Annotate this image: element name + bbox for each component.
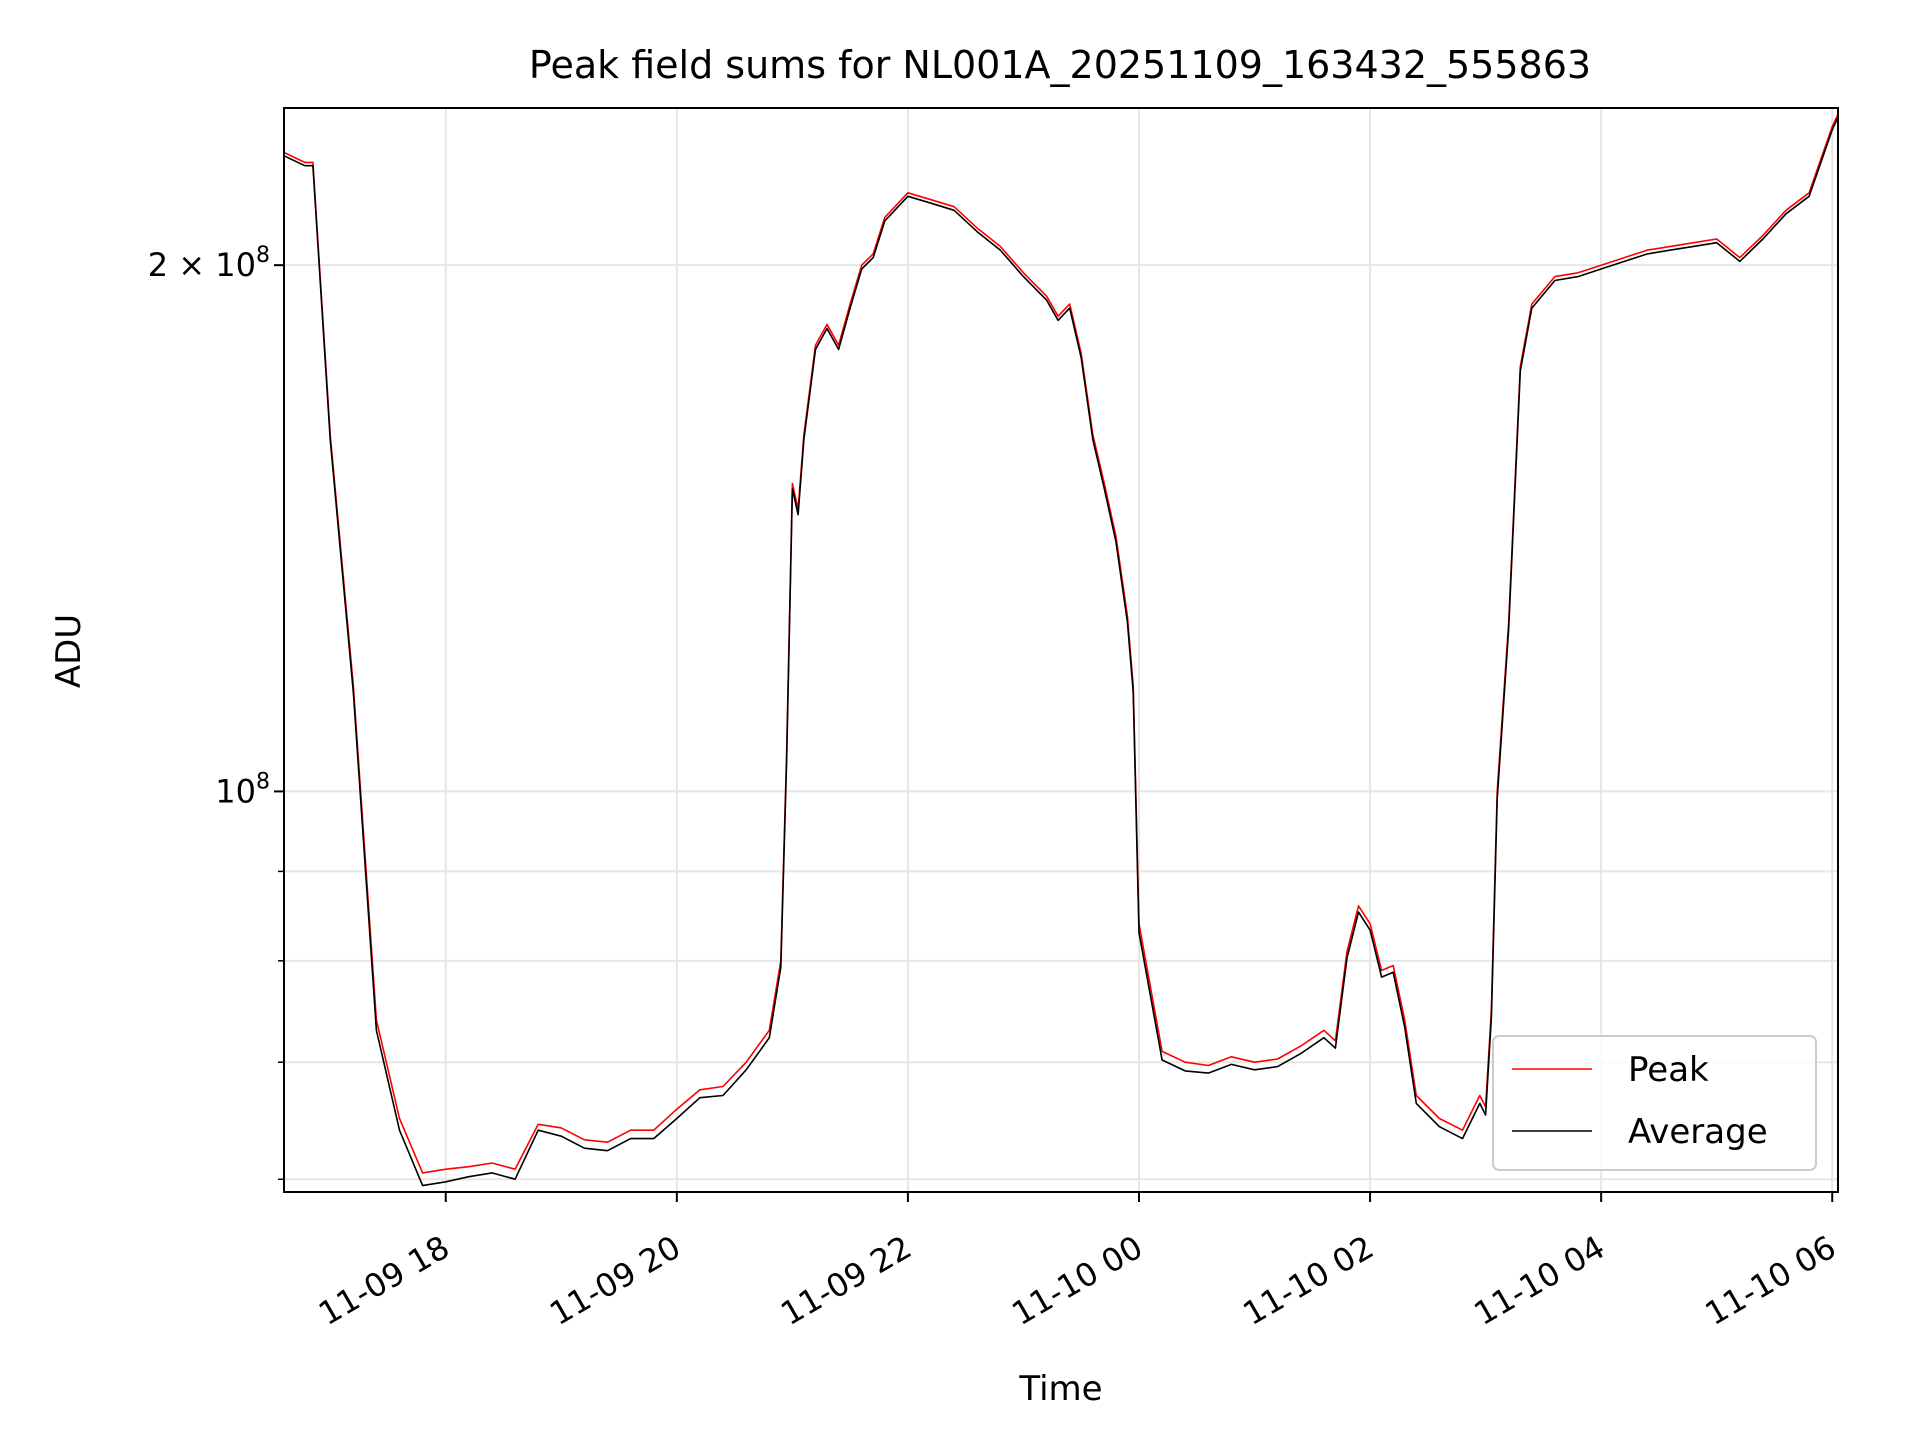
legend-average-label: Average [1628,1112,1768,1152]
legend[interactable]: Peak Average [1492,1035,1817,1171]
y-tick-exponent: 8 [256,243,270,268]
y-tick-exponent: 8 [256,769,270,794]
x-axis-label: Time [1018,1369,1102,1409]
plot-lines [284,113,1838,1187]
y-axis-label: ADU [49,614,89,688]
series-line-average [284,116,1838,1187]
plot-frame [283,107,1839,1193]
chart-title: Peak field sums for NL001A_20251109_1634… [529,43,1591,87]
legend-peak-label: Peak [1628,1050,1709,1090]
y-tick-label: 2 × 108 [148,243,270,284]
